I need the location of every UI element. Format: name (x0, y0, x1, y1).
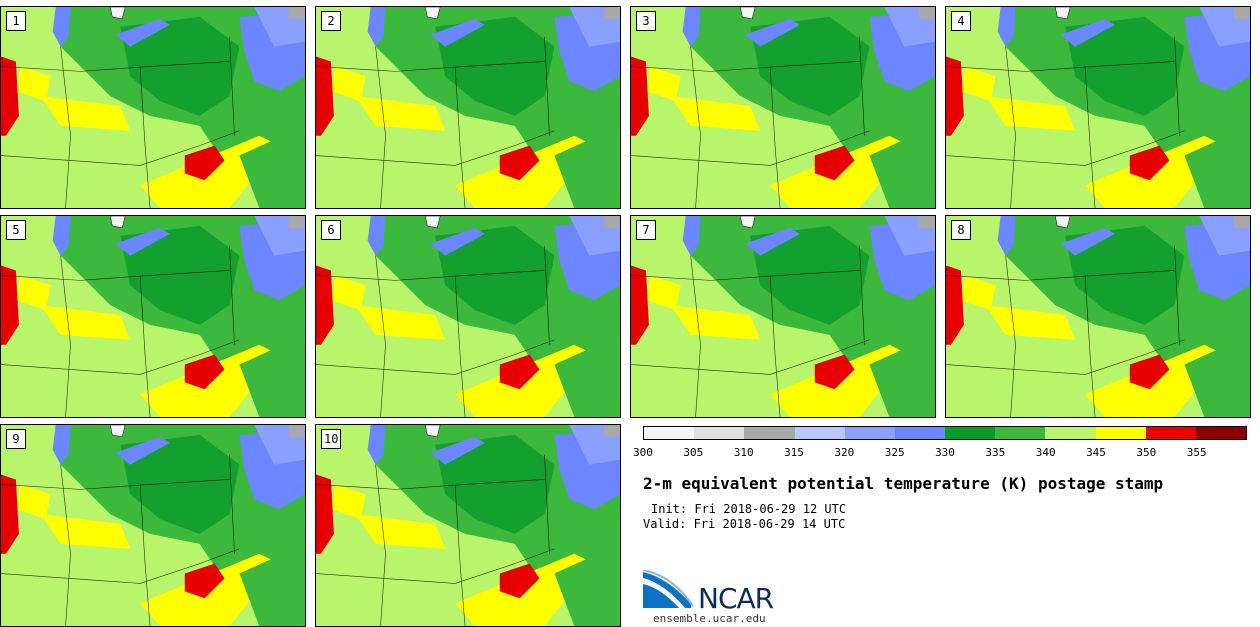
colorbar-swatch (794, 427, 845, 439)
colorbar-tick-label: 315 (784, 446, 804, 459)
colorbar-swatch (694, 427, 745, 439)
ensemble-member-map: 10 (315, 424, 621, 627)
member-number-label: 9 (6, 429, 26, 449)
member-number-label: 10 (321, 429, 342, 449)
colorbar-tick-label: 325 (884, 446, 905, 459)
member-number-label: 2 (321, 11, 341, 31)
ensemble-member-map: 6 (315, 215, 621, 418)
member-number-label: 4 (951, 11, 971, 31)
member-number-label: 5 (6, 220, 26, 240)
init-time: Init: Fri 2018-06-29 12 UTC (651, 502, 847, 516)
ensemble-member-map: 1 (0, 6, 306, 209)
colorbar-tick-label: 305 (683, 446, 704, 459)
ensemble-member-map: 5 (0, 215, 306, 418)
ensemble-member-map: 7 (630, 215, 936, 418)
colorbar-tick-label: 355 (1186, 446, 1207, 459)
logo-wordmark: NCAR (698, 582, 774, 615)
colorbar-tick-label: 340 (1035, 446, 1056, 459)
colorbar-tick-label: 350 (1136, 446, 1157, 459)
colorbar-swatch (945, 427, 996, 439)
colorbar-tick-label: 310 (733, 446, 754, 459)
colorbar-swatch (844, 427, 895, 439)
site-url: ensemble.ucar.edu (653, 612, 766, 625)
member-number-label: 3 (636, 11, 656, 31)
colorbar-tick-label: 320 (834, 446, 855, 459)
colorbar-swatch (995, 427, 1046, 439)
member-number-label: 6 (321, 220, 341, 240)
ensemble-member-map: 3 (630, 6, 936, 209)
colorbar-swatch (1195, 427, 1247, 439)
ensemble-member-map: 8 (945, 215, 1251, 418)
ncar-logo-icon (643, 570, 694, 608)
ensemble-member-map: 4 (945, 6, 1251, 209)
colorbar-swatch (644, 427, 695, 439)
colorbar-swatch (1145, 427, 1196, 439)
ensemble-member-map: 9 (0, 424, 306, 627)
colorbar-swatch (1045, 427, 1096, 439)
ensemble-member-map: 2 (315, 6, 621, 209)
valid-time: Valid: Fri 2018-06-29 14 UTC (643, 517, 846, 531)
colorbar-tick-label: 335 (985, 446, 1006, 459)
colorbar-tick-label: 330 (935, 446, 955, 459)
colorbar-tick-label: 300 (633, 446, 653, 459)
chart-title: 2-m equivalent potential temperature (K)… (643, 474, 1164, 493)
colorbar-tick-label: 345 (1086, 446, 1106, 459)
member-number-label: 1 (6, 11, 26, 31)
colorbar (643, 426, 1247, 440)
colorbar-swatch (894, 427, 946, 439)
colorbar-swatch (1095, 427, 1146, 439)
member-number-label: 7 (636, 220, 656, 240)
member-number-label: 8 (951, 220, 971, 240)
colorbar-swatch (744, 427, 795, 439)
